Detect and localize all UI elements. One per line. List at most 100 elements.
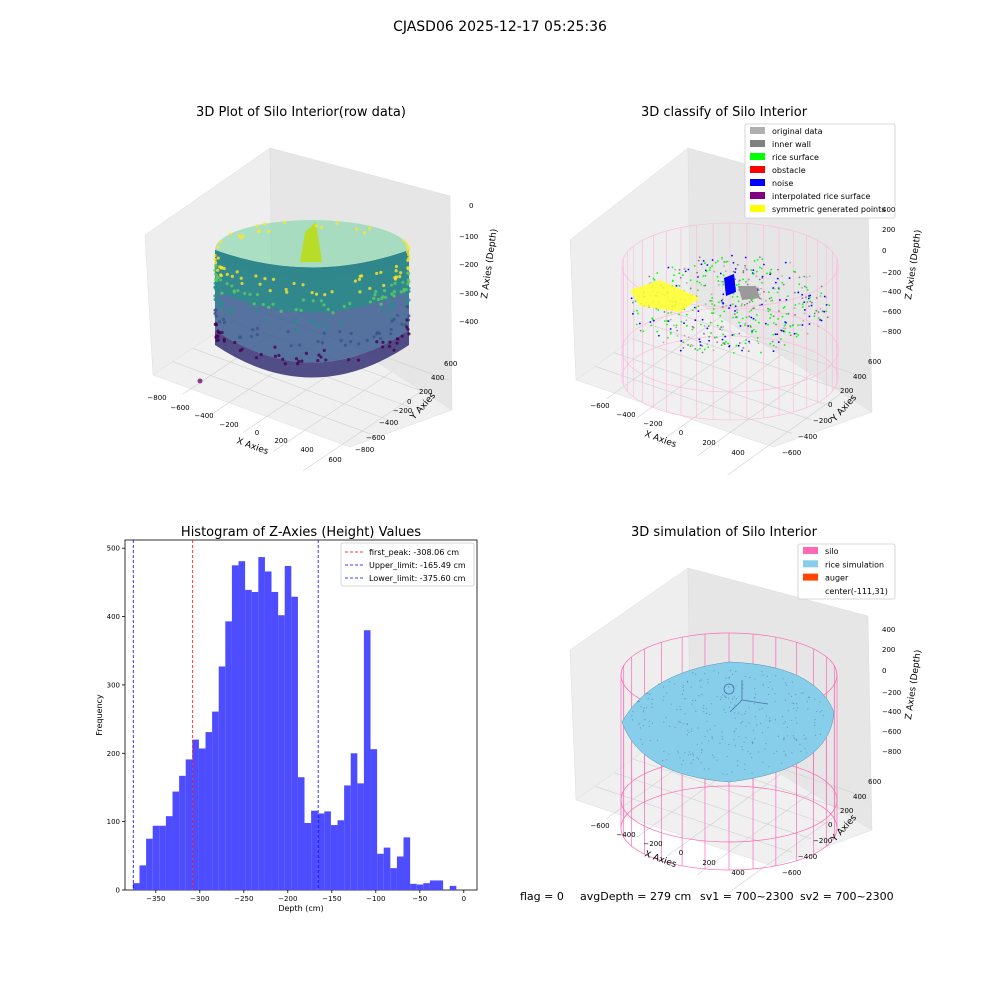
y-tick-labels: 600 400 200 0 −200 −400 −600 <box>782 778 881 877</box>
histogram-bar <box>139 865 147 890</box>
z-tick: 400 <box>882 206 895 214</box>
histogram-bar <box>390 868 397 890</box>
histogram-bar <box>238 561 246 890</box>
z-tick: −300 <box>459 290 478 298</box>
histogram-bar <box>311 810 318 890</box>
legend-label: auger <box>825 574 849 583</box>
legend-label: Lower_limit: -375.60 cm <box>369 574 466 583</box>
legend-label: obstacle <box>772 166 806 175</box>
legend-box <box>797 543 896 600</box>
x-tick: −600 <box>170 404 189 412</box>
rice-simulation-surface <box>621 661 835 783</box>
x-tick-label: −250 <box>234 895 253 903</box>
legend: first_peak: -308.06 cm Upper_limit: -165.… <box>340 542 475 587</box>
point-texture <box>213 220 411 366</box>
histogram-bar <box>317 813 325 890</box>
histogram-bar <box>383 847 391 890</box>
z-tick: 400 <box>882 626 895 634</box>
avg-depth-text: avgDepth = 279 cm <box>580 890 691 903</box>
histogram-bar <box>304 823 312 890</box>
x-tick: −200 <box>643 420 662 428</box>
chart-title: 3D classify of Silo Interior <box>641 105 808 120</box>
y-tick-labels: 600 400 200 0 −200 −400 −600 −800 <box>355 360 457 454</box>
x-tick: −800 <box>147 394 166 402</box>
legend-swatch <box>803 547 818 554</box>
x-axis-label: X Axies <box>235 436 270 457</box>
y-tick: −200 <box>813 837 832 845</box>
histogram-bar <box>225 621 232 890</box>
histogram-bar <box>416 884 424 890</box>
y-tick-labels: 600 400 200 0 −200 −400 −600 <box>782 358 881 457</box>
legend: original data inner wall rice surface obsta… <box>744 123 896 219</box>
z-tick: −400 <box>882 708 901 716</box>
grid-lines <box>594 311 869 476</box>
x-tick: −600 <box>590 822 609 830</box>
z-tick: 200 <box>882 646 895 654</box>
y-tick: −600 <box>782 869 801 877</box>
histogram-bar <box>350 753 358 890</box>
legend-label: noise <box>772 179 793 188</box>
z-tick: 0 <box>469 202 473 210</box>
y-axis-label: Frequency <box>95 694 104 736</box>
histogram-bar <box>159 825 166 890</box>
z-axis-label: Z Axies (Depth) <box>904 229 924 300</box>
y-tick: −200 <box>393 407 412 415</box>
figure-title: CJASD06 2025-12-17 05:25:36 <box>393 19 607 35</box>
legend-swatch <box>750 192 765 199</box>
x-tick-label: −350 <box>146 895 165 903</box>
z-tick: −800 <box>882 748 901 756</box>
chart-title: 3D simulation of Silo Interior <box>631 525 818 540</box>
panel-raw-data: 3D Plot of Silo Interior(row data) −800 … <box>144 105 500 472</box>
panel-simulation: 3D simulation of Silo Interior silo rice … <box>569 525 924 894</box>
y-tick: 0 <box>407 398 411 406</box>
legend: silo rice simulation auger center(-111,31) <box>797 543 896 600</box>
x-tick-label: −50 <box>412 895 427 903</box>
y-ticks: 0 100 200 300 400 500 <box>107 545 125 895</box>
footer-status: flag = 0 avgDepth = 279 cm sv1 = 700~230… <box>520 890 894 903</box>
legend-label: center(-111,31) <box>825 587 888 596</box>
histogram-bar <box>205 732 213 890</box>
legend-swatch <box>750 140 765 147</box>
legend-swatch <box>750 166 765 173</box>
sv2-text: sv2 = 700~2300 <box>800 890 894 903</box>
outlier-point <box>197 378 203 384</box>
legend-label: Upper_limit: -165.49 cm <box>369 561 466 570</box>
reference-lines <box>132 540 319 890</box>
histogram-bar <box>377 853 384 890</box>
z-axis-label: Z Axies (Depth) <box>480 228 500 299</box>
z-tick: −400 <box>882 288 901 296</box>
histogram-bar <box>363 630 371 890</box>
y-tick: 0 <box>828 821 832 829</box>
histogram-bar <box>132 883 140 890</box>
histogram-bar <box>218 666 226 890</box>
legend-swatch <box>803 560 818 568</box>
histogram-bar <box>271 591 279 890</box>
legend-swatch <box>750 153 765 160</box>
z-tick: −600 <box>882 308 901 316</box>
histogram-bar <box>284 565 292 890</box>
histogram-bar <box>436 880 444 890</box>
x-tick: 400 <box>731 449 744 457</box>
histogram-bar <box>396 856 404 890</box>
y-tick: 400 <box>431 374 444 382</box>
legend-label: rice surface <box>772 153 819 162</box>
histogram-bar <box>198 748 206 890</box>
chart-title: Histogram of Z-Axies (Height) Values <box>181 525 421 540</box>
x-tick-label: 0 <box>462 895 466 903</box>
z-tick-labels: 400 200 0 −200 −400 −600 −800 <box>882 206 901 336</box>
x-tick: 200 <box>702 439 715 447</box>
histogram-bar <box>324 811 331 890</box>
histogram-bar <box>278 615 285 890</box>
histogram-bar <box>370 749 378 890</box>
y-tick: −400 <box>798 853 817 861</box>
x-tick-labels: −600 −400 −200 0 200 400 <box>590 822 744 877</box>
y-tick: −400 <box>379 419 398 427</box>
silo-point-cloud <box>213 220 411 378</box>
x-tick: −400 <box>194 412 213 420</box>
legend-label: rice simulation <box>825 560 884 569</box>
legend-label: symmetric generated points <box>772 205 885 214</box>
y-tick: −600 <box>366 434 385 442</box>
histogram-bar <box>192 739 199 890</box>
y-tick-label: 0 <box>116 887 120 895</box>
